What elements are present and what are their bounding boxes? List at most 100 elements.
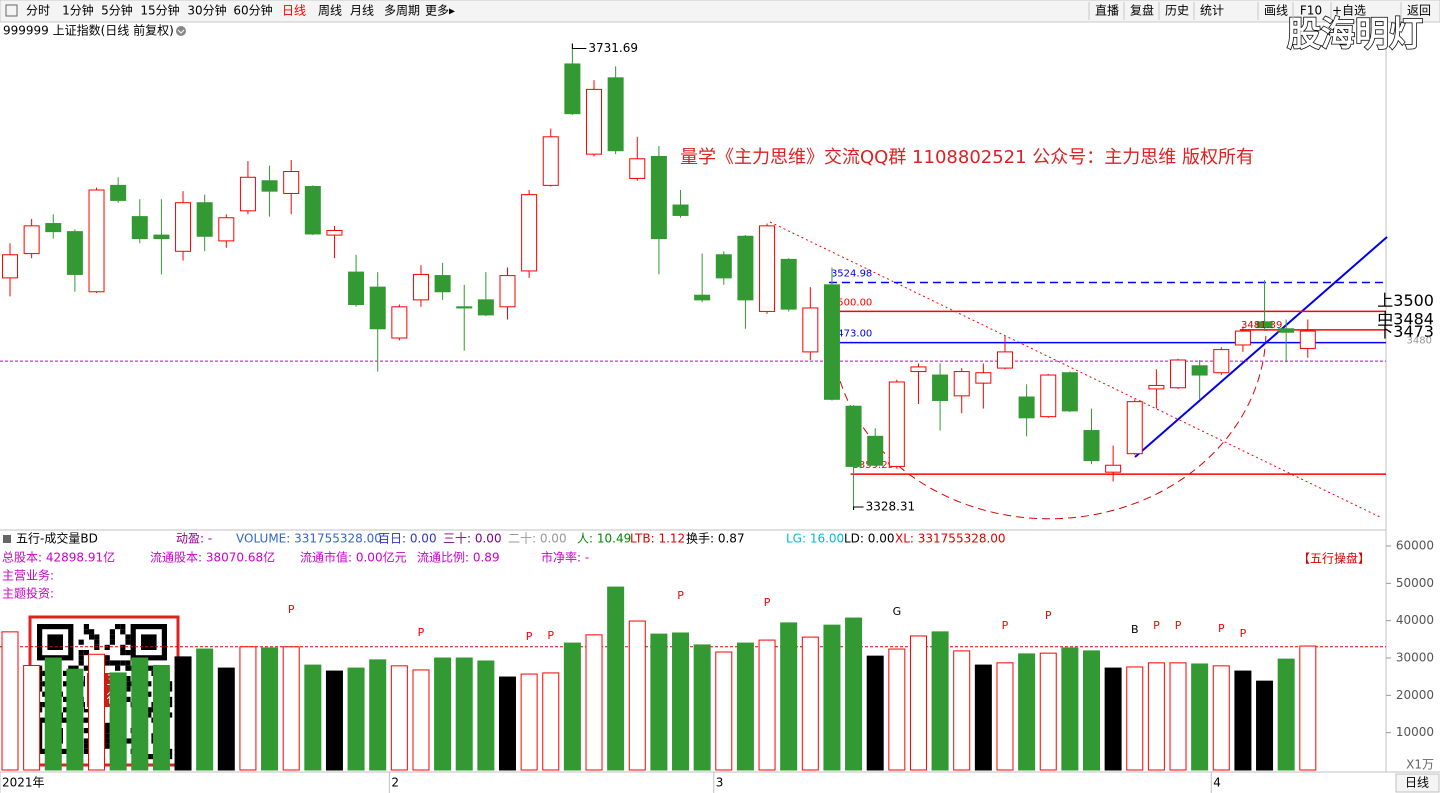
candle-body: [975, 372, 992, 384]
volume-bar: [1277, 658, 1295, 771]
indicator-value: XL: 331755328.00: [895, 532, 1006, 546]
period-tab[interactable]: 周线: [318, 4, 342, 18]
volume-bar: [1, 631, 19, 771]
price-line-label: 3524.98: [831, 269, 872, 280]
indicator-value: VOLUME: 331755328.00: [236, 532, 382, 546]
stock-info: 流通市值: 0.00亿元: [300, 550, 407, 565]
qr-module: [120, 660, 126, 666]
period-tab[interactable]: 5分钟: [101, 3, 133, 18]
title-dropdown[interactable]: [176, 26, 186, 36]
qr-module: [109, 660, 115, 666]
price-line-side-label: 中3484: [1377, 309, 1434, 328]
candle-body: [1126, 401, 1143, 455]
volume-bar: [347, 667, 365, 771]
volume-signal: P: [1153, 619, 1160, 632]
x-tick-label: 4: [1213, 776, 1221, 790]
volume-unit: X1万: [1406, 758, 1434, 772]
volume-bar: [1061, 647, 1079, 771]
qr-module: [120, 629, 126, 635]
toolbar-button[interactable]: 复盘: [1130, 3, 1154, 18]
candle-body: [499, 275, 516, 308]
candle-body: [1278, 328, 1295, 333]
candle-body: [542, 136, 559, 186]
period-tab[interactable]: 多周期: [384, 4, 420, 18]
toolbar-button[interactable]: F10: [1300, 4, 1322, 18]
period-tab[interactable]: 30分钟: [187, 3, 226, 18]
period-tab[interactable]: 月线: [350, 4, 374, 18]
x-tick-label: 3: [716, 776, 724, 790]
qr-module: [120, 650, 126, 656]
business-line: 主题投资:: [2, 586, 54, 601]
volume-bar: [563, 642, 581, 771]
candle-body: [1170, 359, 1187, 389]
toolbar-button[interactable]: 直播: [1095, 4, 1119, 18]
volume-bar: [1234, 670, 1252, 771]
qr-module: [125, 665, 131, 671]
qr-module: [120, 644, 126, 650]
toolbar-icon[interactable]: [5, 4, 18, 17]
toolbar-button[interactable]: 统计: [1200, 4, 1224, 18]
candle-body: [715, 254, 732, 279]
candle-body: [261, 180, 278, 192]
volume-bar: [390, 665, 408, 771]
candle-body: [759, 225, 776, 312]
period-tab[interactable]: 分时: [26, 4, 50, 18]
period-button[interactable]: [1395, 773, 1440, 793]
volume-signal: P: [288, 603, 295, 616]
price-line-label: 3473.00: [831, 329, 872, 340]
stock-info: 流通股本: 38070.68亿: [150, 550, 275, 565]
candle-body: [1148, 384, 1165, 390]
period-tab[interactable]: 60分钟: [233, 3, 272, 18]
period-tab[interactable]: 1分钟: [62, 3, 94, 18]
period-tab[interactable]: 日线: [282, 4, 306, 18]
volume-bar: [823, 624, 841, 771]
volume-bar: [412, 669, 430, 771]
volume-bar: [996, 662, 1014, 771]
qr-module: [125, 681, 131, 687]
volume-bar: [1169, 662, 1187, 771]
candle-body: [412, 273, 429, 301]
volume-bar: [325, 670, 343, 771]
toolbar-button[interactable]: 返回: [1407, 4, 1431, 18]
toolbar-button[interactable]: +自选: [1332, 4, 1366, 18]
candle-body: [348, 271, 365, 305]
qr-module: [146, 712, 152, 718]
qr-finder: [141, 634, 157, 650]
qr-module: [68, 665, 74, 671]
indicator-value: 动盈: -: [176, 532, 212, 546]
volume-bar: [780, 622, 798, 771]
qr-module: [89, 629, 95, 635]
qr-module: [104, 733, 110, 739]
y-tick-label: 10000: [1396, 725, 1434, 739]
period-button-label[interactable]: 日线: [1405, 776, 1429, 790]
qr-module: [78, 650, 84, 656]
volume-bar: [455, 657, 473, 771]
candle-body: [607, 77, 624, 152]
banner: 量学《主力思维》交流QQ群 1108802521 公众号：主力思维 版权所有: [680, 147, 1254, 168]
qr-module: [63, 696, 69, 702]
qr-module: [104, 660, 110, 666]
indicator-value: 百日: 0.00: [378, 532, 437, 546]
candle-body: [1213, 349, 1230, 374]
toolbar-button[interactable]: 历史: [1165, 4, 1189, 18]
toolbar-button[interactable]: 画线: [1264, 4, 1288, 18]
qr-module: [83, 743, 89, 749]
volume-bar: [585, 634, 603, 771]
candle-body: [326, 229, 343, 236]
period-tab[interactable]: 15分钟: [140, 3, 179, 18]
stock-info: 市净率: -: [541, 550, 589, 565]
candle-body: [456, 306, 473, 309]
period-tab[interactable]: 更多▸: [425, 4, 455, 18]
indicator-value: LD: 0.00: [844, 532, 895, 546]
qr-module: [63, 681, 69, 687]
qr-module: [63, 670, 69, 676]
qr-module: [146, 691, 152, 697]
qr-module: [73, 665, 79, 671]
candle-body: [110, 184, 127, 201]
business-line: 主营业务:: [2, 568, 54, 583]
qr-module: [115, 665, 121, 671]
volume-bar: [1039, 652, 1057, 771]
candle-body: [304, 186, 321, 235]
trend-line: [1134, 236, 1388, 458]
